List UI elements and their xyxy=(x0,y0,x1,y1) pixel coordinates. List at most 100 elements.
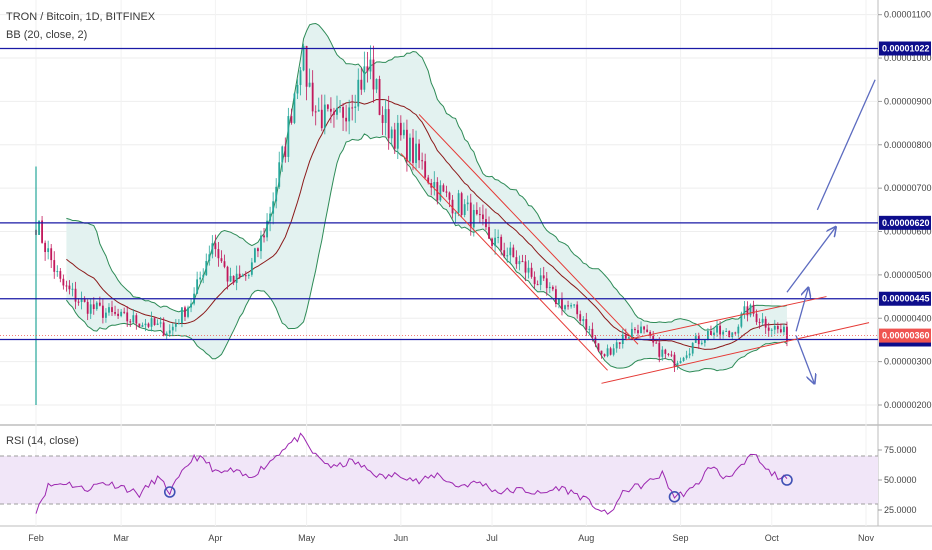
time-axis-label: May xyxy=(298,533,316,543)
candle-body xyxy=(752,304,755,314)
candle-body xyxy=(448,192,451,200)
candle-body xyxy=(348,107,351,122)
candle-body xyxy=(451,199,454,214)
candle-body xyxy=(59,271,62,279)
rsi-band-fill xyxy=(0,456,878,504)
candle-body xyxy=(424,161,427,178)
level-badge-label: 0.00001022 xyxy=(882,44,930,54)
candle-body xyxy=(281,146,284,163)
candle-body xyxy=(339,107,341,109)
candle-body xyxy=(643,326,645,330)
candle-body xyxy=(412,137,414,163)
candle-body xyxy=(263,235,265,238)
time-axis: Feb Mar Apr May Jun Jul Aug Sep Oct Nov xyxy=(28,533,874,543)
candle-body xyxy=(618,342,621,344)
candle-body xyxy=(56,271,59,273)
candle-body xyxy=(80,298,83,302)
candle-body xyxy=(770,329,773,331)
bb-fill xyxy=(66,23,787,372)
candle-body xyxy=(211,243,214,255)
candle-body xyxy=(649,332,652,336)
candle-body xyxy=(241,275,244,277)
candle-body xyxy=(123,311,126,313)
price-axis-label: 0.00001100 xyxy=(884,10,931,20)
candle-body xyxy=(147,323,150,327)
candle-body xyxy=(257,248,259,252)
channel-lower-line xyxy=(400,153,608,371)
candle-body xyxy=(360,79,363,90)
candle-body xyxy=(646,329,649,333)
projection-arrow-down xyxy=(795,335,814,384)
candle-body xyxy=(375,79,378,90)
candle-body xyxy=(606,348,609,357)
time-axis-label: Feb xyxy=(28,533,44,543)
candle-body xyxy=(779,329,782,333)
candle-body xyxy=(612,348,615,355)
candle-body xyxy=(393,129,396,149)
candle-body xyxy=(418,143,420,161)
rsi-label: RSI (14, close) xyxy=(6,435,79,447)
price-axis-label: 0.00000400 xyxy=(884,313,932,323)
rsi-highlight-circle xyxy=(163,486,176,498)
candle-body xyxy=(129,321,132,323)
candle-body xyxy=(521,261,524,263)
candle-body xyxy=(117,313,120,316)
level-badge-box xyxy=(879,41,931,56)
candle-body xyxy=(506,255,509,257)
wedge-upper-line xyxy=(625,296,827,341)
candle-body xyxy=(111,307,113,313)
trendlines xyxy=(400,79,876,384)
level-badge-box xyxy=(879,291,931,306)
candle-body xyxy=(758,322,761,324)
candle-body xyxy=(53,260,56,272)
candle-body xyxy=(700,342,703,345)
candle-body xyxy=(749,304,752,316)
candle-body xyxy=(144,323,147,326)
candle-body xyxy=(387,109,390,139)
candle-body xyxy=(421,160,424,162)
candle-body xyxy=(105,312,107,318)
candle-body xyxy=(165,333,168,336)
current-price-badge-box xyxy=(879,328,931,343)
candle-body xyxy=(673,354,676,368)
candle-body xyxy=(269,213,272,221)
candle-body xyxy=(235,273,238,283)
candle-body xyxy=(208,254,211,261)
candle-body xyxy=(159,322,162,324)
candle-body xyxy=(290,116,293,123)
indicator-label: BB (20, close, 2) xyxy=(6,29,87,41)
horizontal-levels xyxy=(0,47,878,341)
candle-body xyxy=(783,326,785,333)
candle-body xyxy=(141,325,144,327)
candle-body xyxy=(205,260,208,276)
candle-body xyxy=(86,301,89,314)
candle-body xyxy=(390,129,393,139)
candle-body xyxy=(740,313,743,327)
candle-body xyxy=(542,275,545,279)
candle-body xyxy=(44,242,47,253)
candle-body xyxy=(250,262,253,275)
candle-body xyxy=(548,286,551,289)
rsi-axis-label: 25.0000 xyxy=(884,505,917,515)
level-badge-label: 0.00000445 xyxy=(882,294,930,304)
candle-body xyxy=(597,343,600,351)
candle-body xyxy=(509,247,512,256)
candle-body xyxy=(41,220,43,243)
candle-body xyxy=(503,250,506,257)
candle-body xyxy=(743,306,746,314)
candle-body xyxy=(132,315,135,323)
candle-body xyxy=(761,318,764,323)
candle-body xyxy=(284,146,287,157)
price-axis-label: 0.00000200 xyxy=(884,400,932,410)
candle-body xyxy=(475,209,478,215)
candle-body xyxy=(518,261,521,265)
candle-body xyxy=(190,303,192,308)
candle-body xyxy=(539,275,542,285)
candle-body xyxy=(594,337,597,344)
candle-body xyxy=(351,107,354,109)
candle-body xyxy=(773,326,776,330)
candle-body xyxy=(65,285,68,287)
candle-body xyxy=(114,312,116,314)
candle-body xyxy=(311,82,314,112)
candle-body xyxy=(50,248,53,261)
